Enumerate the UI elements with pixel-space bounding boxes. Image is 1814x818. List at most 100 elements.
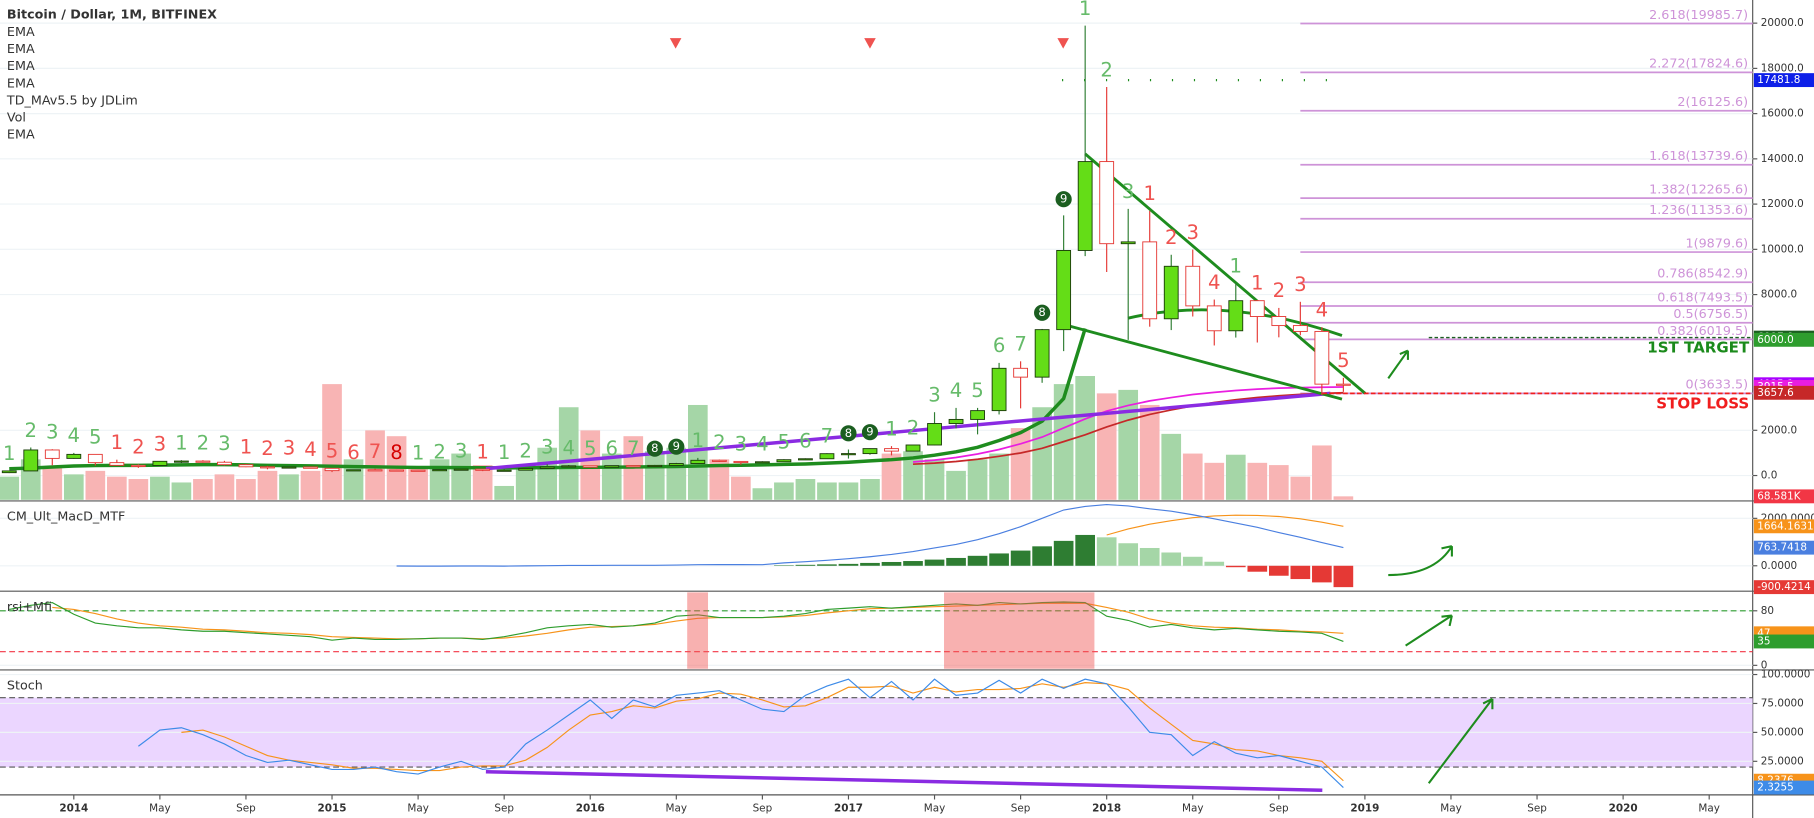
panel-title: rsi+Mfi <box>7 599 52 614</box>
candle-body <box>668 463 684 466</box>
indicator-line <box>138 678 1344 788</box>
td-circle <box>1034 304 1051 321</box>
td-count: 4 <box>68 424 81 447</box>
td-count: 3 <box>1186 221 1199 244</box>
td-circle <box>646 440 663 457</box>
volume-bar <box>989 453 1009 500</box>
candle-body <box>66 453 82 459</box>
indicator-line <box>181 682 1344 782</box>
td-count: 4 <box>756 433 769 456</box>
td-count: 3 <box>218 432 231 455</box>
td-count: 3 <box>283 437 296 460</box>
signal-arrow <box>669 38 682 49</box>
td-count: 9 <box>673 439 680 453</box>
candle-body <box>1013 367 1029 378</box>
td-count: 1 <box>1230 255 1243 278</box>
candle-body <box>453 468 469 471</box>
volume-bar <box>429 459 450 500</box>
candle-body <box>23 449 39 472</box>
volume-bar <box>1333 496 1354 500</box>
volume-bar <box>838 482 859 500</box>
volume-bar <box>171 482 192 500</box>
volume-bar <box>365 430 385 500</box>
price-tag: 6000.0 <box>1757 334 1793 346</box>
td-count: 8 <box>845 426 852 440</box>
td-count: 2 <box>25 419 38 442</box>
td-count: 9 <box>1060 192 1067 206</box>
histogram-bar <box>1225 565 1246 568</box>
histogram-bar <box>1290 565 1311 580</box>
fib-label: 0.618(7493.5) <box>1657 289 1748 304</box>
volume-bar <box>451 453 471 500</box>
x-tick-label: May <box>1182 803 1204 815</box>
td-count: 4 <box>304 438 317 461</box>
candle-body <box>432 469 448 472</box>
td-count: 5 <box>326 439 339 462</box>
candle-body <box>1077 161 1093 251</box>
candle-body <box>991 367 1007 412</box>
signal-arrow <box>864 38 876 49</box>
candle-body <box>711 459 727 462</box>
volume-bar <box>881 453 902 500</box>
volume-bar <box>1118 389 1139 500</box>
annotation-arrow <box>1405 614 1453 647</box>
x-tick-label: 2017 <box>834 803 863 815</box>
td-count: 5 <box>89 426 102 449</box>
x-tick-label: Sep <box>1011 803 1031 815</box>
td-count: 6 <box>799 430 812 453</box>
volume-bar <box>1247 462 1268 500</box>
panel-title: CM_Ult_MacD_MTF <box>7 509 125 524</box>
volume-bar <box>580 430 601 500</box>
x-tick-label: Sep <box>1269 803 1289 815</box>
histogram-bar <box>838 563 859 566</box>
indicator-name: EMA <box>7 24 35 39</box>
candle-body <box>841 453 856 456</box>
y-tick-label: 10000.0 <box>1761 243 1804 255</box>
x-tick-label: 2015 <box>318 803 347 815</box>
fib-label: 1.236(11353.6) <box>1649 202 1748 217</box>
candle-body <box>647 464 663 468</box>
td-count: 6 <box>606 437 619 460</box>
fib-label: 1.382(12265.6) <box>1649 181 1748 196</box>
y-tick-label: 14000.0 <box>1761 153 1804 165</box>
td-count: 3 <box>541 436 554 459</box>
indicator-line <box>396 503 1344 567</box>
x-tick-label: May <box>666 803 688 815</box>
candle-body <box>217 461 232 466</box>
volume-bar <box>644 451 665 500</box>
y-tick-label: 18000.0 <box>1761 62 1804 74</box>
indicator-line <box>912 386 1344 463</box>
candle-body <box>195 460 211 463</box>
histogram-bar <box>881 561 902 566</box>
histogram-bar <box>989 553 1009 566</box>
value-tag-bg <box>1753 540 1814 555</box>
volume-bar <box>967 459 988 500</box>
volume-bar <box>709 459 730 500</box>
y-tick-label: 25.0000 <box>1761 755 1804 767</box>
td-count: 1 <box>1143 182 1156 205</box>
candle-body <box>604 465 620 468</box>
annotation-arrow <box>1387 349 1409 379</box>
td-count: 1 <box>476 440 489 463</box>
td-count: 1 <box>3 442 16 465</box>
volume-bar <box>214 474 235 500</box>
histogram-bar <box>967 555 988 566</box>
volume-bar <box>85 470 106 500</box>
histogram-bar <box>1204 561 1225 566</box>
rsi-highlight <box>944 592 1095 669</box>
x-tick-label: 2018 <box>1092 803 1121 815</box>
td-count: 5 <box>971 379 984 402</box>
histogram-bar <box>1118 543 1139 566</box>
y-tick-label: 0.0 <box>1761 470 1778 482</box>
candle-body <box>1099 161 1115 245</box>
histogram-bar <box>1139 547 1160 566</box>
value-tag-bg <box>1753 519 1814 534</box>
candle-body <box>496 469 512 472</box>
price-tag-bg <box>1753 332 1814 347</box>
price-tag: 3657.6 <box>1757 387 1793 399</box>
td-count: 1 <box>111 431 124 454</box>
candle-body <box>518 467 534 471</box>
